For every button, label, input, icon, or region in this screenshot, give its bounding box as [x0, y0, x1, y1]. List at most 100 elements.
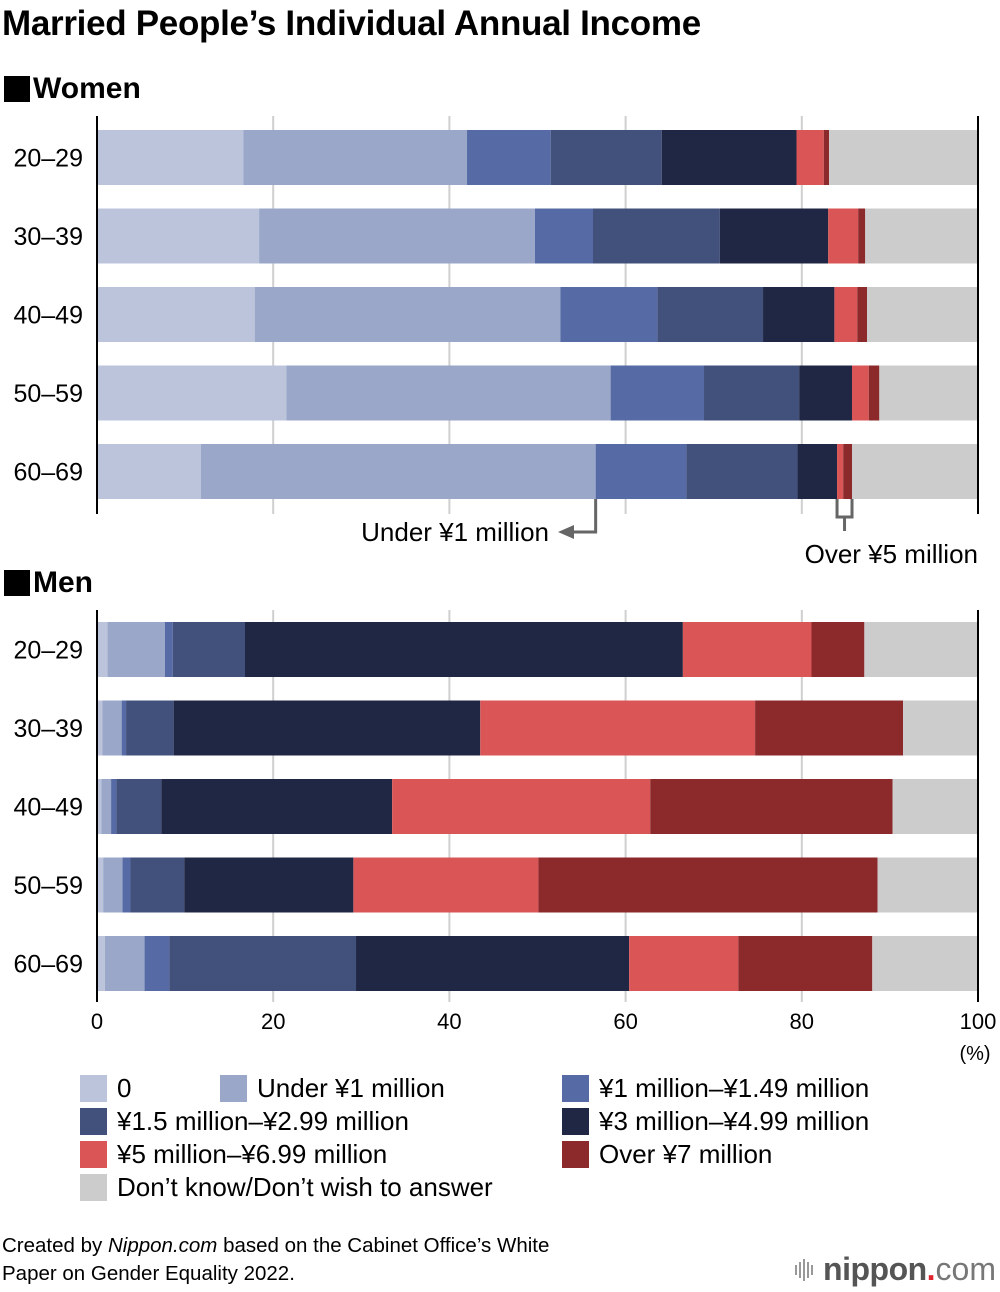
bar-segment	[161, 779, 393, 834]
legend-swatch	[80, 1075, 107, 1102]
bar-segment	[799, 365, 853, 421]
bar-segment	[356, 936, 630, 991]
bar-segment	[200, 444, 596, 499]
bar-segment	[796, 130, 824, 185]
legend-swatch	[562, 1075, 589, 1102]
legend-item-under-1m: Under ¥1 million	[220, 1073, 445, 1104]
legend-item-1m-1-49m: ¥1 million–¥1.49 million	[562, 1073, 869, 1104]
bar-segment	[610, 365, 705, 421]
bar-segment	[259, 208, 535, 264]
legend-item-3m-4-99m: ¥3 million–¥4.99 million	[562, 1106, 869, 1137]
bar-segment	[104, 936, 145, 991]
bar-segment	[834, 287, 858, 342]
bar-segment	[872, 936, 978, 991]
bar-segment	[866, 287, 978, 342]
bar-segment	[121, 700, 127, 756]
category-label: 60–69	[13, 951, 83, 979]
bar-segment	[538, 857, 878, 913]
bar-segment	[111, 779, 117, 834]
bar-segment	[682, 622, 812, 677]
panel-label-men-text: Men	[33, 566, 93, 599]
legend-swatch	[80, 1141, 107, 1168]
legend-item-5m-6-99m: ¥5 million–¥6.99 million	[80, 1139, 387, 1170]
category-label: 30–39	[13, 223, 83, 251]
bar-segment	[823, 130, 830, 185]
bar-segment	[755, 700, 904, 756]
bar-segment	[144, 936, 170, 991]
bar-segment	[657, 287, 764, 342]
bar-segment	[686, 444, 798, 499]
legend-item-zero: 0	[80, 1073, 131, 1104]
legend-label: ¥1.5 million–¥2.99 million	[117, 1106, 409, 1136]
legend-label: 0	[117, 1073, 132, 1103]
bar-segment	[738, 936, 873, 991]
bar-segment	[353, 857, 539, 913]
bar-segment	[892, 779, 979, 834]
source-line2: Paper on Gender Equality 2022.	[2, 1262, 295, 1285]
legend-label: ¥1 million–¥1.49 million	[599, 1073, 870, 1103]
bar-segment	[254, 287, 561, 342]
bar-segment	[864, 622, 978, 677]
bar-segment	[286, 365, 611, 421]
bar-segment	[172, 622, 246, 677]
bar-segment	[595, 444, 687, 499]
legend: 0 Under ¥1 million ¥1 million–¥1.49 mill…	[80, 1073, 980, 1213]
bar-segment	[107, 622, 165, 677]
sound-wave-icon	[795, 1258, 815, 1281]
bar-segment	[704, 365, 800, 421]
bar-segment	[877, 857, 979, 913]
panel-label-women-text: Women	[33, 72, 141, 105]
bar-segment	[97, 857, 104, 913]
bar-segment	[879, 365, 978, 421]
category-label: 40–49	[13, 302, 83, 330]
source-suffix: based on the Cabinet Office’s White	[217, 1234, 550, 1257]
x-axis-unit-label: (%)	[959, 1043, 990, 1065]
bar-segment	[97, 622, 108, 677]
bar-segment	[560, 287, 658, 342]
nippon-logo: nippon. com	[795, 1251, 996, 1288]
annotation-arrow-line	[572, 499, 598, 534]
x-tick-label: 80	[790, 1009, 814, 1034]
stacked-bar-chart: 20–29 30–39 40–49 50–59 60–69 20–29 30–39 40–49…	[13, 116, 997, 1065]
x-tick-label: 100	[960, 1009, 997, 1034]
x-tick-label: 20	[261, 1009, 285, 1034]
legend-item-dont-know: Don’t know/Don’t wish to answer	[80, 1172, 493, 1203]
category-label: 20–29	[13, 637, 83, 665]
bar-segment	[829, 130, 978, 185]
bar-segment	[245, 622, 683, 677]
category-label: 60–69	[13, 459, 83, 487]
chart-title: Married People’s Individual Annual Incom…	[2, 4, 701, 43]
logo-com: com	[935, 1251, 996, 1287]
legend-swatch	[80, 1174, 107, 1201]
bar-segment	[164, 622, 173, 677]
bar-segment	[650, 779, 893, 834]
bar-segment	[837, 444, 844, 499]
bar-segment	[550, 130, 662, 185]
bar-segment	[243, 130, 468, 185]
bar-segment	[184, 857, 354, 913]
legend-swatch	[562, 1108, 589, 1135]
square-bullet-icon	[4, 76, 30, 102]
category-label: 40–49	[13, 794, 83, 822]
panel-label-women: Women	[4, 72, 141, 106]
bar-segment	[101, 779, 112, 834]
bar-segment	[763, 287, 835, 342]
bar-segment	[116, 779, 162, 834]
bar-segment	[593, 208, 720, 264]
bar-segment	[857, 287, 867, 342]
bar-segment	[392, 779, 651, 834]
legend-item-1-5m-2-99m: ¥1.5 million–¥2.99 million	[80, 1106, 409, 1137]
bar-segment	[843, 444, 853, 499]
bar-segment	[97, 444, 201, 499]
x-tick-label: 40	[437, 1009, 461, 1034]
bar-segment	[102, 700, 122, 756]
bar-segment	[169, 936, 357, 991]
arrow-left-icon	[558, 525, 574, 539]
source-note: Created by Nippon.com based on the Cabin…	[2, 1232, 549, 1288]
bar-segment	[852, 365, 869, 421]
legend-swatch	[80, 1108, 107, 1135]
bar-segment	[97, 365, 287, 421]
bar-segment	[97, 936, 105, 991]
bar-segment	[467, 130, 551, 185]
category-label: 50–59	[13, 872, 83, 900]
